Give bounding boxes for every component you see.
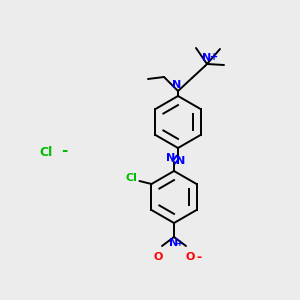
Text: N: N: [167, 153, 176, 163]
Text: -: -: [61, 143, 67, 158]
Text: N: N: [176, 156, 186, 166]
Text: +: +: [176, 239, 184, 248]
Text: +: +: [210, 52, 218, 62]
Text: Cl: Cl: [39, 146, 52, 158]
Text: N: N: [169, 238, 178, 248]
Text: -: -: [196, 251, 202, 264]
Text: O: O: [185, 252, 195, 262]
Text: N: N: [202, 53, 211, 63]
Text: O: O: [153, 252, 163, 262]
Text: Cl: Cl: [125, 173, 137, 183]
Text: N: N: [172, 80, 182, 90]
